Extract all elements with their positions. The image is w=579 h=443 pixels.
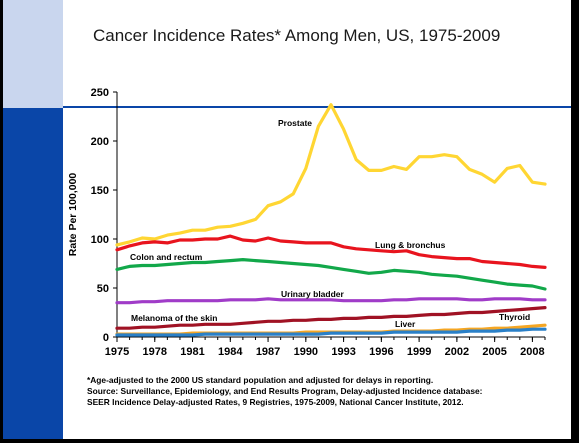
y-axis-title: Rate Per 100,000	[67, 173, 79, 257]
y-tick-label: 100	[91, 234, 109, 246]
series-line-urinary-bladder	[115, 297, 547, 305]
x-tick-label: 1975	[105, 346, 129, 358]
footnote-line: *Age-adjusted to the 2000 US standard po…	[87, 375, 434, 385]
slide-accent-light	[3, 0, 63, 108]
x-tick-label: 1999	[407, 346, 431, 358]
series-label-colon-and-rectum: Colon and rectum	[130, 252, 203, 262]
y-tick-label: 0	[103, 332, 109, 344]
x-tick-label: 1993	[331, 346, 355, 358]
frame-left-border	[0, 0, 3, 443]
series-label-urinary-bladder: Urinary bladder	[281, 289, 345, 299]
series-label-liver: Liver	[395, 319, 416, 329]
x-tick-label: 1996	[369, 346, 393, 358]
x-tick-label: 2002	[445, 346, 469, 358]
y-tick-label: 250	[91, 87, 109, 99]
x-tick-label: 2005	[482, 346, 506, 358]
x-tick-label: 1981	[180, 346, 204, 358]
series-line-liver	[115, 327, 547, 337]
x-tick-label: 1987	[256, 346, 280, 358]
y-tick-label: 200	[91, 136, 109, 148]
footnote-line: Source: Surveillance, Epidemiology, and …	[87, 386, 483, 396]
x-tick-label: 1978	[143, 346, 167, 358]
x-tick-label: 2008	[520, 346, 544, 358]
frame-right-border	[571, 0, 579, 443]
series-label-prostate: Prostate	[278, 118, 312, 128]
y-tick-label: 50	[97, 283, 109, 295]
series-label-melanoma-of-the-skin: Melanoma of the skin	[131, 313, 217, 323]
footnote: *Age-adjusted to the 2000 US standard po…	[87, 375, 567, 408]
chart-title: Cancer Incidence Rates* Among Men, US, 1…	[93, 26, 501, 45]
x-tick-label: 1990	[294, 346, 318, 358]
y-tick-label: 150	[91, 185, 109, 197]
series-line-prostate	[115, 103, 547, 247]
footnote-line: SEER Incidence Delay-adjusted Rates, 9 R…	[87, 397, 464, 407]
series-label-thyroid: Thyroid	[499, 312, 530, 322]
series-line-lung-bronchus	[115, 234, 547, 269]
series-line-melanoma-of-the-skin	[115, 306, 547, 330]
series-label-lung-bronchus: Lung & bronchus	[375, 240, 446, 250]
slide-accent-dark	[3, 108, 63, 439]
frame-bottom-border	[0, 439, 579, 443]
x-tick-label: 1984	[218, 346, 243, 358]
slide-divider	[63, 106, 571, 108]
series-line-colon-and-rectum	[115, 258, 547, 291]
